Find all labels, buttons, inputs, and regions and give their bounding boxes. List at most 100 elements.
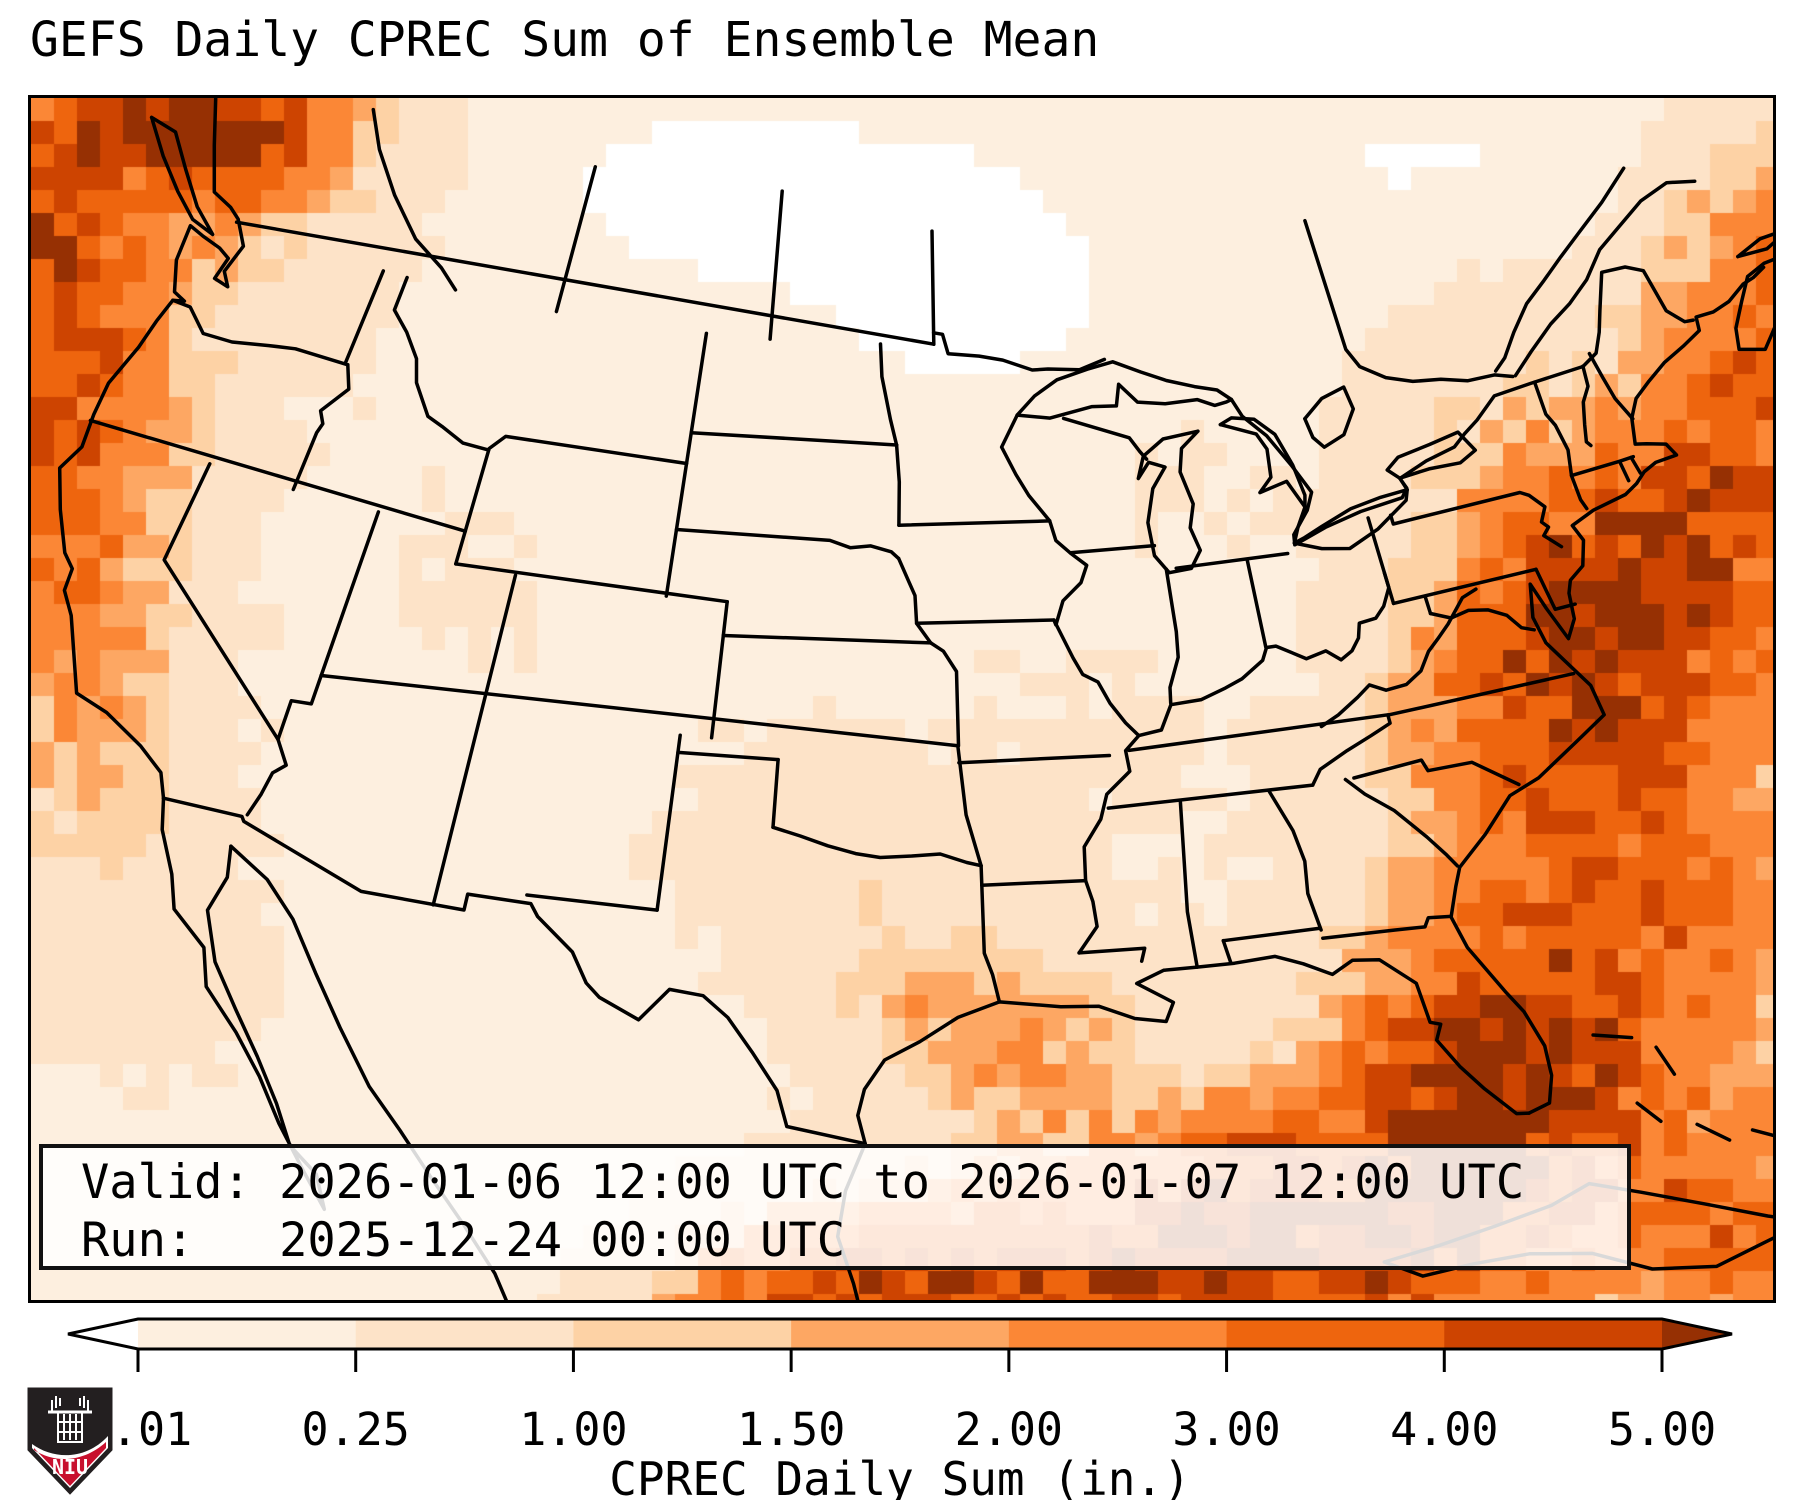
colorbar-segment — [1226, 1319, 1445, 1349]
border-state-mn-sd — [894, 443, 902, 527]
colorbar-segment — [1444, 1319, 1663, 1349]
border-state-md-wv — [1423, 594, 1433, 616]
border-state-il-wi — [1068, 543, 1157, 555]
border-state-ms-al — [1178, 800, 1199, 969]
border-state-mi-in-oh — [1174, 551, 1290, 570]
border-state-104w — [664, 331, 709, 598]
border-state-ok-ar — [956, 743, 983, 868]
colorbar-under-arrow — [68, 1319, 138, 1349]
border-lake-superior — [1015, 360, 1234, 420]
border-state-ga-sc — [1343, 777, 1460, 868]
border-state-nm-tx-e — [655, 733, 682, 912]
colorbar-tick-label: 1.00 — [519, 1403, 627, 1456]
colorbar-segment — [1008, 1319, 1228, 1349]
border-bahamas-andros — [1635, 1101, 1663, 1124]
niu-logo-text: NIU — [52, 1455, 88, 1479]
border-bahamas-grand — [1591, 1033, 1634, 1040]
border-state-red-river-tx — [771, 825, 983, 868]
border-coast-pacific — [57, 98, 246, 800]
border-state-ut-nv — [319, 510, 381, 678]
colorbar-tick-label: 2.00 — [955, 1403, 1063, 1456]
border-state-109w — [431, 573, 518, 907]
border-state-nc-sc — [1352, 758, 1521, 787]
border-state-wi-mi — [1061, 416, 1149, 461]
border-state-va-nc — [1386, 671, 1576, 717]
border-canada-border-east — [1229, 265, 1695, 547]
border-state-mn-ia — [897, 519, 1052, 527]
colorbar-axis-label: CPREC Daily Sum (in.) — [609, 1452, 1191, 1500]
border-state-ia-mo — [914, 618, 1056, 626]
border-state-id-mt — [392, 275, 491, 452]
border-state-de-md — [1534, 567, 1577, 612]
border-state-102w — [709, 599, 729, 740]
colorbar-segment — [573, 1319, 792, 1349]
border-alberta-sask-border — [554, 165, 598, 314]
border-state-ohio-river — [1137, 571, 1391, 738]
border-state-red-river — [878, 342, 899, 447]
border-state-ny-pa — [1388, 490, 1564, 549]
border-state-ny-new-england — [1532, 380, 1589, 511]
border-state-40n — [721, 633, 933, 645]
border-prince-edward-island — [1736, 232, 1773, 259]
border-manitoba-ontario-border — [930, 229, 936, 335]
border-state-mo-ar — [957, 753, 1112, 765]
border-state-ar-la — [980, 878, 1088, 887]
niu-logo: NIU — [27, 1387, 113, 1495]
border-state-ok-panhandle — [676, 750, 780, 762]
border-state-nd-sd — [689, 430, 899, 447]
border-state-missouri-river-ne — [896, 556, 933, 645]
border-state-potomac — [1428, 608, 1536, 632]
border-state-pa-w — [1366, 516, 1396, 606]
border-state-in-oh — [1245, 558, 1268, 650]
border-state-tx-ok-100w — [771, 757, 780, 830]
weather-map: Valid: 2026-01-06 12:00 UTC to 2026-01-0… — [28, 95, 1776, 1303]
colorbar-segment — [355, 1319, 575, 1349]
border-state-ks-mo — [928, 641, 961, 748]
colorbar-segment — [138, 1319, 357, 1349]
border-lake-michigan — [1136, 429, 1203, 575]
border-state-37n — [319, 673, 960, 748]
border-georgian-bay — [1303, 385, 1356, 449]
state-borders-svg — [57, 98, 1773, 1300]
border-state-ct-ri — [1617, 459, 1631, 483]
border-sask-manitoba-border — [768, 189, 784, 341]
border-state-sd-ne — [674, 527, 901, 561]
colorbar-segment — [791, 1319, 1010, 1349]
border-state-tn-nc — [1310, 713, 1392, 787]
border-canada-border-west — [234, 220, 936, 346]
border-us-gulf-coast — [856, 954, 1531, 1146]
border-state-ky-tn — [1127, 713, 1390, 753]
border-state-mississippi-river — [999, 413, 1141, 955]
border-state-35n — [1106, 783, 1315, 810]
border-state-nv-az — [276, 673, 323, 742]
border-vancouver-island — [149, 115, 215, 237]
border-nova-scotia — [1734, 257, 1773, 352]
border-state-al-ga — [1267, 789, 1323, 932]
border-state-ca-nv — [162, 462, 288, 817]
border-bahamas-longisl — [1750, 1128, 1773, 1138]
border-bahamas-abaco — [1654, 1045, 1677, 1076]
border-state-vt-nh — [1581, 364, 1593, 448]
colorbar-over-arrow — [1662, 1319, 1732, 1349]
colorbar-tick-label: 3.00 — [1172, 1403, 1280, 1456]
niu-castle-icon — [48, 1396, 92, 1443]
border-niagara-river — [1398, 476, 1409, 492]
border-state-fl-al — [1221, 926, 1321, 943]
border-state-42n — [88, 418, 468, 533]
border-state-wa-id — [343, 269, 386, 366]
info-box: Valid: 2026-01-06 12:00 UTC to 2026-01-0… — [39, 1144, 1631, 1270]
run-text: Run: 2025-12-24 00:00 UTC — [81, 1213, 846, 1268]
border-bc-alberta-border — [371, 107, 458, 292]
precip-heatmap-canvas — [31, 98, 1773, 1300]
border-state-la-ms — [1077, 946, 1147, 963]
border-state-41n — [454, 562, 729, 604]
colorbar-tick-label: 5.00 — [1608, 1403, 1716, 1456]
border-state-ga-fl — [1321, 914, 1453, 940]
border-state-or-id — [291, 363, 351, 492]
valid-text: Valid: 2026-01-06 12:00 UTC to 2026-01-0… — [81, 1155, 1525, 1210]
border-state-nm-tx-s — [525, 893, 659, 912]
border-state-ri-ma — [1629, 455, 1643, 475]
border-state-in-il — [1164, 567, 1180, 705]
border-state-tx-la — [979, 863, 1002, 1004]
